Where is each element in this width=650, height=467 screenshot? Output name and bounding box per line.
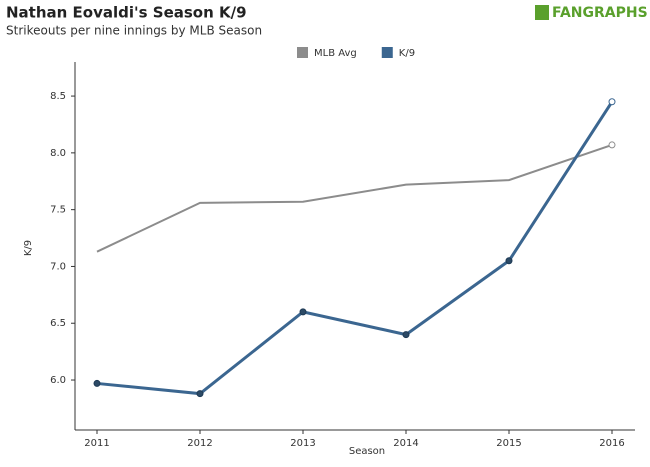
legend-label: MLB Avg <box>314 48 357 59</box>
point <box>608 98 616 106</box>
x-tick-label: 2013 <box>290 438 315 449</box>
logo: FANGRAPHS <box>552 5 648 21</box>
legend-swatch <box>381 47 393 58</box>
x-tick-label: 2015 <box>496 438 521 449</box>
y-tick-label: 8.0 <box>50 148 66 159</box>
y-axis-label: K/9 <box>23 240 34 256</box>
point <box>402 331 410 339</box>
y-tick-label: 7.0 <box>50 261 66 272</box>
legend-swatch <box>297 47 308 58</box>
legend-label: K/9 <box>399 48 415 59</box>
point <box>93 379 101 387</box>
y-tick-label: 6.5 <box>50 318 66 329</box>
point <box>196 390 204 398</box>
y-tick-label: 8.5 <box>50 91 66 102</box>
x-tick-label: 2016 <box>599 438 624 449</box>
x-tick-label: 2012 <box>187 438 212 449</box>
y-tick-label: 7.5 <box>50 205 66 216</box>
chart-subtitle: Strikeouts per nine innings by MLB Seaso… <box>6 24 262 38</box>
x-axis-label: Season <box>349 446 385 457</box>
x-tick-label: 2014 <box>393 438 418 449</box>
chart-title: Nathan Eovaldi's Season K/9 <box>6 4 247 22</box>
series-line <box>96 100 614 396</box>
y-tick-label: 6.0 <box>50 375 66 386</box>
logo-icon <box>535 5 549 20</box>
series-line <box>96 143 613 253</box>
point <box>299 308 307 316</box>
point <box>505 257 513 265</box>
point <box>608 141 616 149</box>
x-tick-label: 2011 <box>84 438 109 449</box>
